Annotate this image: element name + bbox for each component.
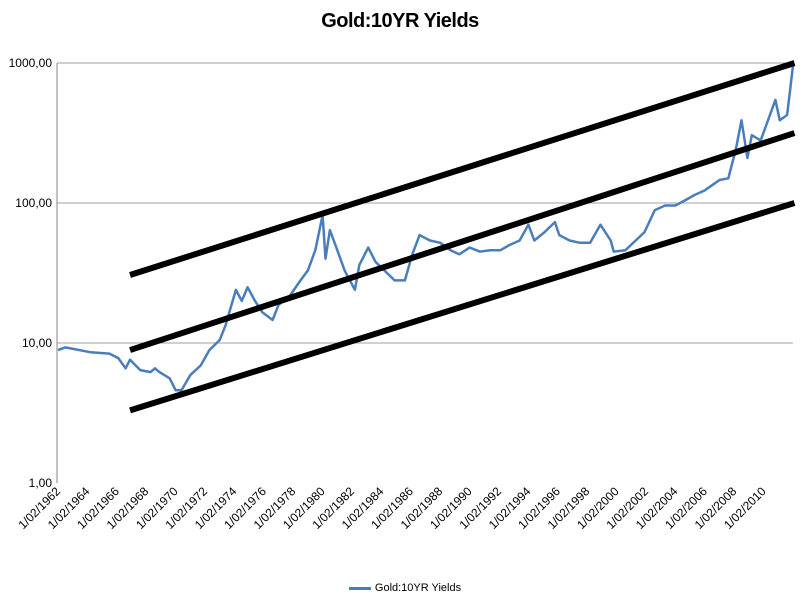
trend-channel-line xyxy=(129,60,796,278)
legend-label: Gold:10YR Yields xyxy=(374,582,462,594)
y-tick-label: 100,00 xyxy=(15,196,52,210)
chart-title: Gold:10YR Yields xyxy=(321,10,479,32)
series-line-gold-10yr-yields xyxy=(57,65,795,392)
legend: Gold:10YR Yields xyxy=(0,582,800,594)
trend-channel-line xyxy=(129,200,796,414)
y-tick-label: 1,00 xyxy=(29,476,53,490)
y-tick-label: 10,00 xyxy=(22,336,52,350)
y-tick-label: 1000,00 xyxy=(9,56,53,70)
trend-channel-line xyxy=(129,130,796,353)
legend-swatch xyxy=(348,586,371,590)
